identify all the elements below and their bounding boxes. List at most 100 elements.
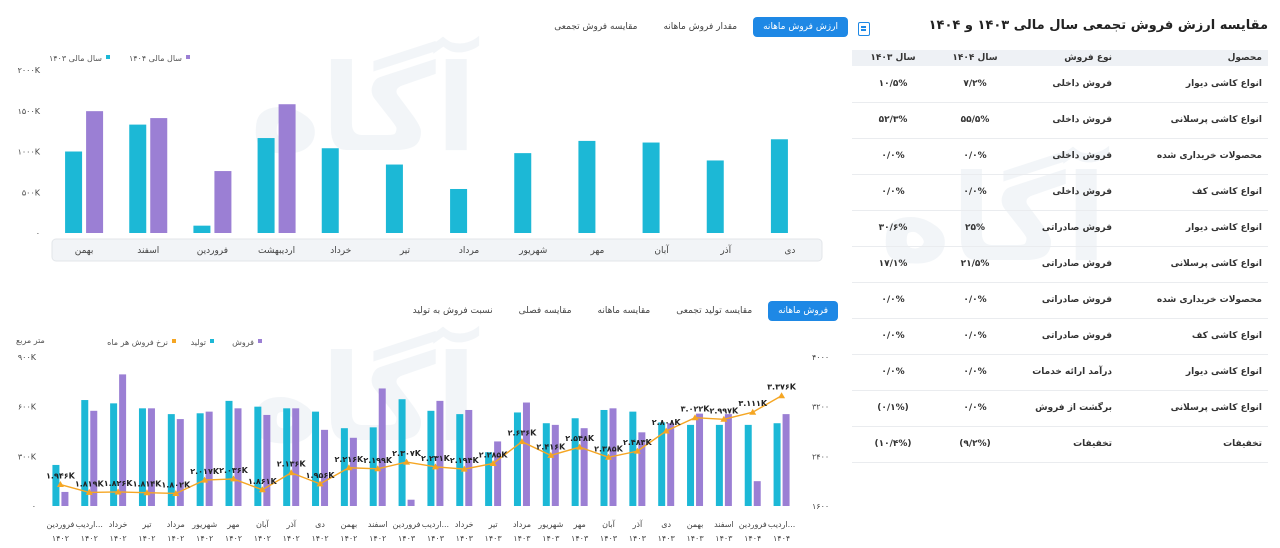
- rate-point: [518, 438, 526, 445]
- product-cell: انواع کاشی کف: [1118, 318, 1268, 355]
- x-tick-year: ۱۴۰۳: [427, 534, 445, 543]
- y-tick-label: ۱۵۰۰K: [18, 107, 41, 116]
- bar-production: [254, 406, 262, 506]
- y-left-tick-label: ۶۰۰K: [18, 403, 37, 412]
- legend-swatch-1404: [186, 55, 190, 59]
- x-tick-label: اردیبهشت: [258, 246, 295, 256]
- annual-sales-value-chart: سال مالی ۱۴۰۴ سال مالی ۱۴۰۳ ۰ ۵۰۰K ۱۰۰۰K ۱۵۰۰…: [18, 54, 823, 262]
- bar-production: [196, 413, 204, 506]
- year-1403-cell: (۰/۱%): [852, 390, 934, 427]
- rate-point: [691, 414, 699, 421]
- rate-point: [720, 415, 728, 422]
- legend-swatch-1403: [106, 55, 110, 59]
- x-tick-year: ۱۴۰۳: [658, 534, 676, 543]
- bar-sales: [436, 400, 444, 506]
- rate-point: [85, 488, 93, 495]
- bar-sales: [147, 408, 155, 506]
- document-icon[interactable]: [858, 22, 870, 36]
- bar-production: [283, 408, 291, 506]
- tab-seasonal-comparison[interactable]: مقایسه فصلی: [518, 306, 572, 316]
- y-tick-label: ۱۰۰۰K: [18, 148, 41, 157]
- x-tick-label: بهمن: [341, 520, 358, 529]
- rate-point: [172, 489, 180, 496]
- tab-monthly-sales-quantity[interactable]: مقدار فروش ماهانه: [663, 22, 738, 32]
- bar-production: [81, 400, 89, 506]
- x-tick-label: مرداد: [167, 520, 185, 529]
- bar-sales: [522, 402, 530, 506]
- rate-point: [403, 458, 411, 465]
- bar-sales: [753, 481, 761, 506]
- table-row: انواع کاشی دیوار فروش داخلی ۷/۲% ۱۰/۵%: [852, 66, 1268, 103]
- x-tick-year: ۱۴۰۲: [283, 534, 300, 543]
- tab-cumulative-sales-comparison[interactable]: مقایسه فروش تجمعی: [554, 22, 638, 32]
- bar-1404: [150, 118, 168, 233]
- rate-point-label: ۲.۲۸۵K: [479, 450, 509, 459]
- tab-monthly-sales[interactable]: فروش ماهانه: [768, 301, 838, 321]
- bar-sales: [176, 419, 184, 506]
- table-row: انواع کاشی پرسلانی فروش داخلی ۵۵/۵% ۵۲/۳%: [852, 102, 1268, 139]
- bar-1404: [278, 104, 296, 233]
- tab-sales-to-production[interactable]: نسبت فروش به تولید: [412, 306, 493, 316]
- year-1404-cell: ۰/۰%: [934, 282, 1016, 319]
- x-tick-label: دی: [661, 520, 671, 529]
- x-tick-label: فروردین: [393, 520, 421, 529]
- bar-production: [456, 414, 464, 506]
- x-tick-year: ۱۴۰۳: [715, 534, 733, 543]
- rate-point-label: ۲.۲۱۶K: [334, 455, 364, 464]
- rate-point-label: ۲.۶۳۶K: [508, 429, 538, 438]
- tab-cumulative-production[interactable]: مقایسه تولید تجمعی: [676, 306, 753, 316]
- bar-sales: [205, 411, 213, 506]
- bar-1403: [193, 225, 211, 233]
- rate-point-label: ۱.۸۱۴K: [133, 480, 163, 489]
- panel-title: مقایسه ارزش فروش تجمعی سال مالی ۱۴۰۳ و ۱…: [928, 18, 1268, 33]
- rate-point: [316, 480, 324, 487]
- year-1403-cell: ۰/۰%: [852, 318, 934, 355]
- tab-monthly-comparison[interactable]: مقایسه ماهانه: [597, 306, 651, 316]
- legend-label-rate: نرخ فروش هر ماه: [107, 338, 168, 347]
- x-tick-year: ۱۴۰۲: [254, 534, 271, 543]
- x-tick-label: اسفند: [714, 520, 734, 529]
- x-tick-label: آبان: [602, 519, 616, 529]
- bar-1403: [450, 188, 468, 233]
- rate-point-label: ۲.۰۱۷K: [190, 467, 220, 476]
- x-tick-year: ۱۴۰۲: [340, 534, 357, 543]
- y-axis-label: متر مربع: [16, 336, 45, 345]
- legend-label-production: تولید: [191, 338, 206, 347]
- bar-1403: [129, 124, 147, 233]
- header-product: محصول: [1118, 50, 1268, 66]
- table-row: محصولات خریداری شده فروش داخلی ۰/۰% ۰/۰%: [852, 138, 1268, 175]
- table-row: تخفیفات تخفیفات (۹/۲%) (۱۰/۴%): [852, 426, 1268, 463]
- x-tick-label: اردیب...: [422, 520, 449, 529]
- x-tick-year: ۱۴۰۲: [311, 534, 328, 543]
- monthly-sales-production-chart: متر مربع فروش تولید نرخ فروش هر ماه ۰ ۳۰۰K ۶۰۰…: [16, 336, 829, 543]
- bar-1403: [65, 151, 83, 233]
- product-cell: انواع کاشی پرسلانی: [1118, 246, 1268, 283]
- rate-point: [633, 447, 641, 454]
- year-1403-cell: ۵۲/۳%: [852, 102, 934, 139]
- bar-sales: [724, 414, 732, 506]
- x-tick-label: فروردین: [47, 520, 75, 529]
- legend-label-1404: سال مالی ۱۴۰۴: [129, 54, 182, 63]
- bar-production: [398, 399, 406, 506]
- product-cell: محصولات خریداری شده: [1118, 138, 1268, 175]
- x-tick-label: آذر: [285, 519, 296, 529]
- y-right-tick-label: ۲۴۰۰: [812, 452, 829, 461]
- year-1403-cell: ۱۷/۱%: [852, 246, 934, 283]
- rate-point: [605, 453, 612, 460]
- x-tick-label: اردیب...: [768, 520, 795, 529]
- x-tick-year: ۱۴۰۲: [369, 534, 386, 543]
- rate-point-label: ۲.۸۰۸K: [652, 418, 682, 427]
- x-tick-label: آذر: [632, 519, 643, 529]
- bar-production: [571, 418, 579, 506]
- x-tick-label: مهر: [572, 520, 585, 529]
- bar-production: [542, 423, 550, 506]
- year-1404-cell: ۰/۰%: [934, 390, 1016, 427]
- x-tick-year: ۱۴۰۲: [225, 534, 242, 543]
- rate-point-label: ۲.۱۹۴K: [450, 456, 480, 465]
- y-left-tick-label: ۹۰۰K: [18, 353, 37, 362]
- sale-type-cell: فروش صادراتی: [1016, 318, 1118, 355]
- tab-monthly-sales-value[interactable]: ارزش فروش ماهانه: [753, 17, 848, 37]
- bar-production: [600, 409, 608, 506]
- x-tick-label: مهر: [589, 246, 604, 256]
- bar-sales: [61, 491, 69, 506]
